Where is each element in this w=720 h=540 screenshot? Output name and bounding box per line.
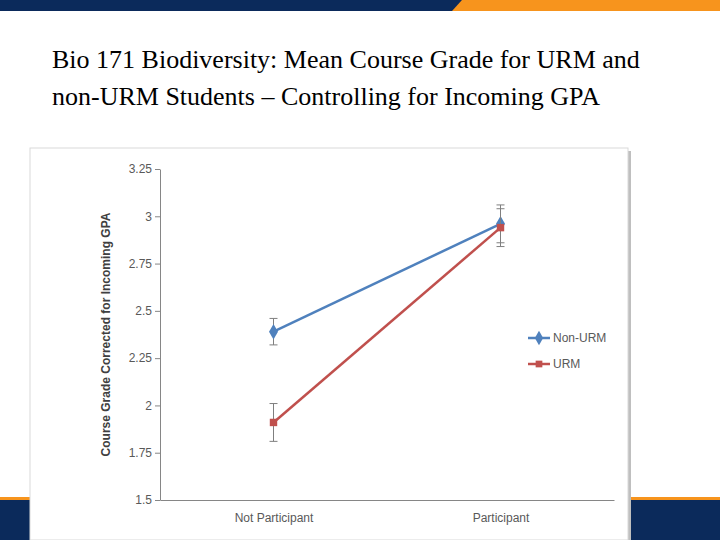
legend-marker [535, 331, 543, 345]
y-tick: 3 [145, 210, 160, 224]
series-line [274, 228, 501, 423]
y-tick: 2.75 [129, 257, 160, 271]
y-tick-mark [155, 169, 160, 170]
error-bar [497, 209, 505, 247]
y-tick-label: 3.25 [129, 162, 153, 176]
legend-marker [536, 361, 543, 368]
top-bar [0, 0, 720, 11]
y-tick-label: 1.5 [135, 493, 152, 507]
slide: Bio 171 Biodiversity: Mean Course Grade … [0, 0, 720, 540]
y-tick: 1.5 [135, 493, 160, 507]
y-axis-line [160, 170, 161, 501]
y-tick-label: 1.75 [129, 446, 153, 460]
y-axis: 1.5 1.75 2 2.25 2.5 2.75 3 3.25 [129, 162, 161, 507]
title-line: non-URM Students – Controlling for Incom… [52, 82, 600, 111]
title: Bio 171 Biodiversity: Mean Course Grade … [52, 45, 640, 111]
title-line: Bio 171 Biodiversity: Mean Course Grade … [52, 45, 640, 74]
legend-label: URM [553, 357, 580, 371]
series [270, 209, 505, 442]
x-tick: Participant [473, 511, 530, 525]
error-bar [270, 404, 278, 442]
y-tick: 2.5 [135, 304, 160, 318]
top-accent [452, 0, 720, 11]
y-tick-label: 2.25 [129, 351, 153, 365]
y-tick-mark [155, 358, 160, 359]
x-tick-label: Participant [473, 511, 530, 525]
y-tick-label: 2.75 [129, 257, 153, 271]
y-tick: 3.25 [129, 162, 160, 176]
y-tick-label: 2.5 [135, 304, 152, 318]
y-tick-label: 2 [145, 399, 152, 413]
x-axis: Not Participant Participant [161, 501, 615, 525]
legend-item: Non-URM [528, 331, 606, 345]
legend-item: URM [528, 357, 580, 371]
marker [270, 419, 277, 426]
y-tick-mark [155, 216, 160, 217]
x-axis-line [161, 500, 615, 501]
y-tick: 2.25 [129, 351, 160, 365]
y-tick-mark [155, 264, 160, 265]
marker [269, 324, 278, 340]
legend-label: Non-URM [553, 331, 606, 345]
legend: Non-URM URM [528, 331, 606, 371]
y-tick-mark [155, 453, 160, 454]
x-tick: Not Participant [235, 511, 314, 525]
y-tick-label: 3 [145, 210, 152, 224]
y-tick-mark [155, 500, 160, 501]
y-axis-title: Course Grade Corrected for Incoming GPA [99, 212, 113, 456]
marker [497, 224, 504, 231]
y-tick: 2 [145, 399, 160, 413]
y-tick-mark [155, 405, 160, 406]
x-tick-label: Not Participant [235, 511, 314, 525]
plot [269, 205, 505, 441]
series-line [274, 224, 501, 332]
error-bar [270, 318, 278, 344]
chart-area [30, 148, 628, 540]
y-tick: 1.75 [129, 446, 160, 460]
y-tick-mark [155, 311, 160, 312]
